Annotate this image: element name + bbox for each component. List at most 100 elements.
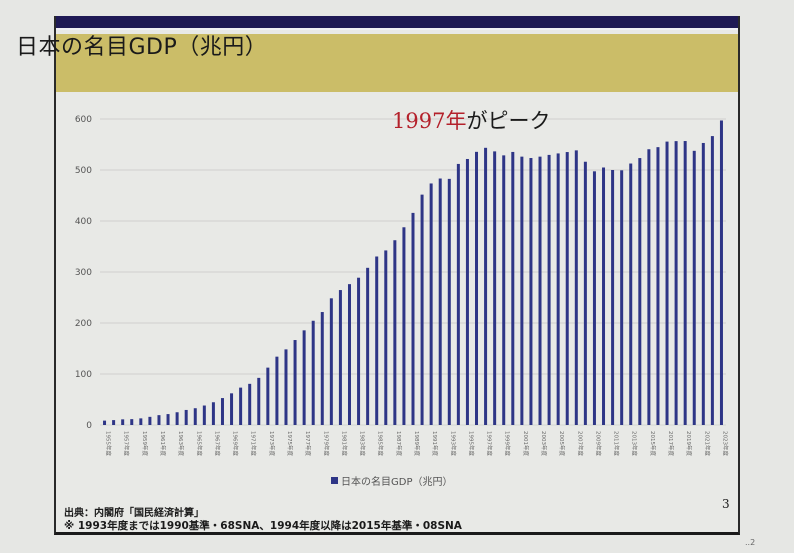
x-tick-label: 1987年度: [395, 431, 403, 456]
bar-1973: [266, 367, 270, 425]
x-tick-label: 2023年度: [721, 431, 729, 456]
x-tick-label: 2011年度: [613, 431, 621, 456]
x-tick-label: 1969年度: [232, 431, 240, 456]
x-tick-label: 2013年度: [631, 431, 639, 456]
x-tick-label: 1995年度: [467, 431, 475, 456]
bar-2021: [701, 142, 705, 425]
bars: [103, 120, 723, 426]
x-tick-label: 1975年度: [286, 431, 294, 456]
bar-1962: [166, 414, 170, 425]
bar-2015: [647, 149, 651, 426]
x-tick-label: 2021年度: [703, 431, 711, 456]
bar-2009: [592, 171, 596, 425]
bar-1967: [211, 402, 215, 425]
bar-2023: [719, 120, 723, 425]
x-tick-label: 1971年度: [250, 431, 258, 456]
bar-1965: [193, 408, 197, 425]
slide-top-divider: [56, 28, 738, 30]
bar-2007: [574, 150, 578, 426]
bar-2001: [520, 156, 524, 425]
x-tick-label: 2001年度: [522, 431, 530, 456]
chart-legend: 日本の名目GDP（兆円）: [331, 473, 452, 488]
x-tick-label: 1973年度: [268, 431, 276, 456]
bar-1989: [411, 212, 415, 425]
bar-2022: [710, 136, 714, 425]
bar-1979: [320, 312, 324, 425]
y-axis-ticks: 0 100 200 300 400 500 600: [75, 115, 92, 431]
bar-1974: [275, 356, 279, 425]
bar-1994: [456, 163, 460, 425]
bar-2020: [692, 150, 696, 425]
bar-1969: [230, 393, 234, 425]
bar-1988: [402, 227, 406, 425]
x-tick-label: 1979年度: [322, 431, 330, 456]
x-tick-label: 1957年度: [123, 431, 131, 456]
bar-1970: [239, 387, 243, 425]
bar-1966: [202, 405, 206, 425]
bar-1986: [384, 250, 388, 425]
bar-1983: [357, 277, 361, 425]
y-tick-label: 0: [86, 421, 92, 431]
bar-1985: [375, 256, 379, 425]
x-tick-label: 1959年度: [141, 431, 149, 456]
bar-1987: [393, 240, 397, 425]
bar-1958: [130, 419, 134, 425]
bar-1968: [220, 398, 224, 425]
bar-1960: [148, 416, 152, 425]
bar-1984: [366, 267, 370, 425]
corner-mark: ..2: [745, 538, 756, 547]
bar-1982: [347, 284, 351, 425]
y-tick-label: 300: [75, 268, 92, 278]
x-tick-label: 1997年度: [486, 431, 494, 456]
bar-2003: [538, 156, 542, 425]
slide-frame: [54, 16, 740, 535]
bar-1959: [139, 418, 143, 425]
bar-1955: [103, 420, 107, 425]
slide-title-band: [56, 34, 738, 92]
bar-1995: [465, 158, 469, 425]
slide-title: 日本の名目GDP（兆円）: [16, 35, 268, 60]
bar-1972: [257, 377, 261, 425]
bar-2013: [629, 163, 633, 425]
bar-1990: [420, 194, 424, 425]
y-tick-label: 200: [75, 319, 92, 329]
bar-2016: [656, 147, 660, 426]
bar-2002: [529, 158, 533, 425]
bar-1998: [493, 151, 497, 425]
x-axis-ticks: 1955年度 1957年度 1959年度 1961年度 1963年度 1965年度 1967…: [105, 431, 730, 456]
x-tick-label: 2007年度: [576, 431, 584, 456]
x-tick-label: 1983年度: [359, 431, 367, 456]
x-tick-label: 2019年度: [685, 431, 693, 456]
x-tick-label: 1977年度: [304, 431, 312, 456]
peak-annotation-year: 1997年: [392, 109, 467, 133]
y-tick-label: 400: [75, 217, 92, 227]
peak-annotation-text: がピーク: [466, 109, 551, 133]
bar-1956: [112, 420, 116, 425]
x-tick-label: 2015年度: [649, 431, 657, 456]
bar-2017: [665, 141, 669, 425]
x-tick-label: 2003年度: [540, 431, 548, 456]
legend-swatch: [331, 477, 338, 484]
bar-2011: [611, 170, 615, 425]
bar-1971: [248, 383, 252, 425]
y-tick-label: 600: [75, 115, 92, 125]
x-tick-label: 2009年度: [594, 431, 602, 456]
x-tick-label: 1999年度: [504, 431, 512, 456]
bar-1975: [284, 349, 288, 425]
x-tick-label: 1985年度: [377, 431, 385, 456]
bar-1993: [447, 178, 451, 425]
bar-1957: [121, 419, 125, 425]
bar-1977: [302, 330, 306, 425]
footnote: ※ 1993年度までは1990基準・68SNA、1994年度以降は2015年基準…: [64, 520, 462, 532]
bar-2010: [602, 167, 606, 425]
bar-1991: [429, 183, 433, 425]
bar-1992: [438, 178, 442, 425]
x-tick-label: 2017年度: [667, 431, 675, 456]
y-tick-label: 500: [75, 166, 92, 176]
bar-2005: [556, 153, 560, 426]
bar-2006: [565, 152, 569, 425]
bar-1999: [502, 155, 506, 425]
bar-2012: [620, 170, 624, 425]
x-tick-label: 2005年度: [558, 431, 566, 456]
